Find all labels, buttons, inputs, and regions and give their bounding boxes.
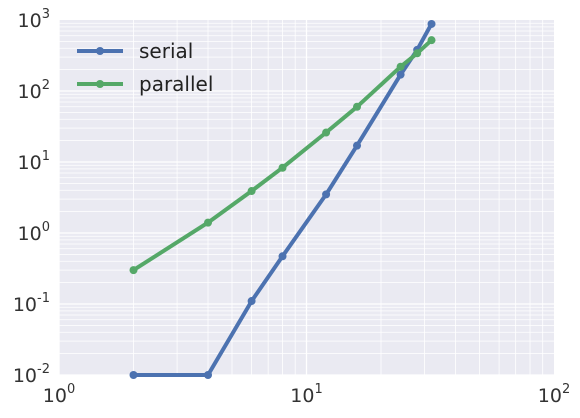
- x-tick-exponent: 0: [67, 382, 75, 397]
- y-tick-label: 103: [18, 7, 50, 32]
- serial-point: [204, 371, 213, 379]
- x-tick-label: 102: [538, 382, 570, 407]
- parallel-point: [247, 187, 256, 196]
- parallel-point: [204, 218, 213, 227]
- serial-point: [427, 19, 436, 28]
- serial-point: [129, 371, 138, 379]
- serial-point: [247, 297, 256, 306]
- y-tick-exponent: -2: [37, 362, 50, 377]
- legend-marker: [96, 80, 104, 88]
- legend-item-parallel: parallel: [77, 72, 213, 96]
- legend-label: parallel: [139, 72, 213, 96]
- parallel-point: [322, 128, 331, 137]
- y-tick-base: 10: [18, 10, 42, 32]
- x-tick-base: 10: [290, 385, 314, 407]
- series-layer: [129, 19, 436, 379]
- y-tick-base: 10: [18, 81, 42, 103]
- legend-marker: [96, 47, 104, 55]
- legend-label: serial: [139, 39, 193, 63]
- parallel-point: [413, 49, 422, 58]
- y-tick-base: 10: [18, 152, 42, 174]
- series-parallel: [129, 36, 436, 275]
- parallel-point: [278, 163, 287, 172]
- y-tick-exponent: 2: [42, 78, 50, 93]
- serial-point: [396, 70, 405, 79]
- x-tick-exponent: 1: [314, 382, 322, 397]
- legend-item-serial: serial: [77, 39, 193, 63]
- y-tick-base: 10: [13, 365, 37, 387]
- x-axis-tick-labels: 100 101 102: [43, 382, 570, 407]
- x-tick-label: 100: [43, 382, 75, 407]
- y-tick-label: 100: [18, 220, 50, 245]
- y-tick-exponent: -1: [37, 291, 50, 306]
- parallel-point: [396, 62, 405, 71]
- x-tick-base: 10: [43, 385, 67, 407]
- parallel-point: [427, 36, 436, 45]
- legend: serial parallel: [77, 39, 213, 96]
- y-tick-label: 102: [18, 78, 50, 103]
- x-tick-base: 10: [538, 385, 562, 407]
- y-tick-label: 10-1: [13, 291, 50, 316]
- y-tick-exponent: 3: [42, 7, 50, 22]
- y-tick-exponent: 0: [42, 220, 50, 235]
- grid-lines: [58, 20, 554, 376]
- serial-point: [322, 190, 331, 199]
- parallel-point: [353, 102, 362, 111]
- x-tick-exponent: 2: [562, 382, 570, 397]
- y-tick-base: 10: [13, 294, 37, 316]
- y-tick-base: 10: [18, 223, 42, 245]
- serial-point: [278, 252, 287, 261]
- y-tick-label: 10-2: [13, 362, 50, 387]
- y-tick-label: 101: [18, 149, 50, 174]
- y-tick-exponent: 1: [42, 149, 50, 164]
- parallel-point: [129, 266, 138, 275]
- serial-point: [353, 141, 362, 150]
- x-tick-label: 101: [290, 382, 322, 407]
